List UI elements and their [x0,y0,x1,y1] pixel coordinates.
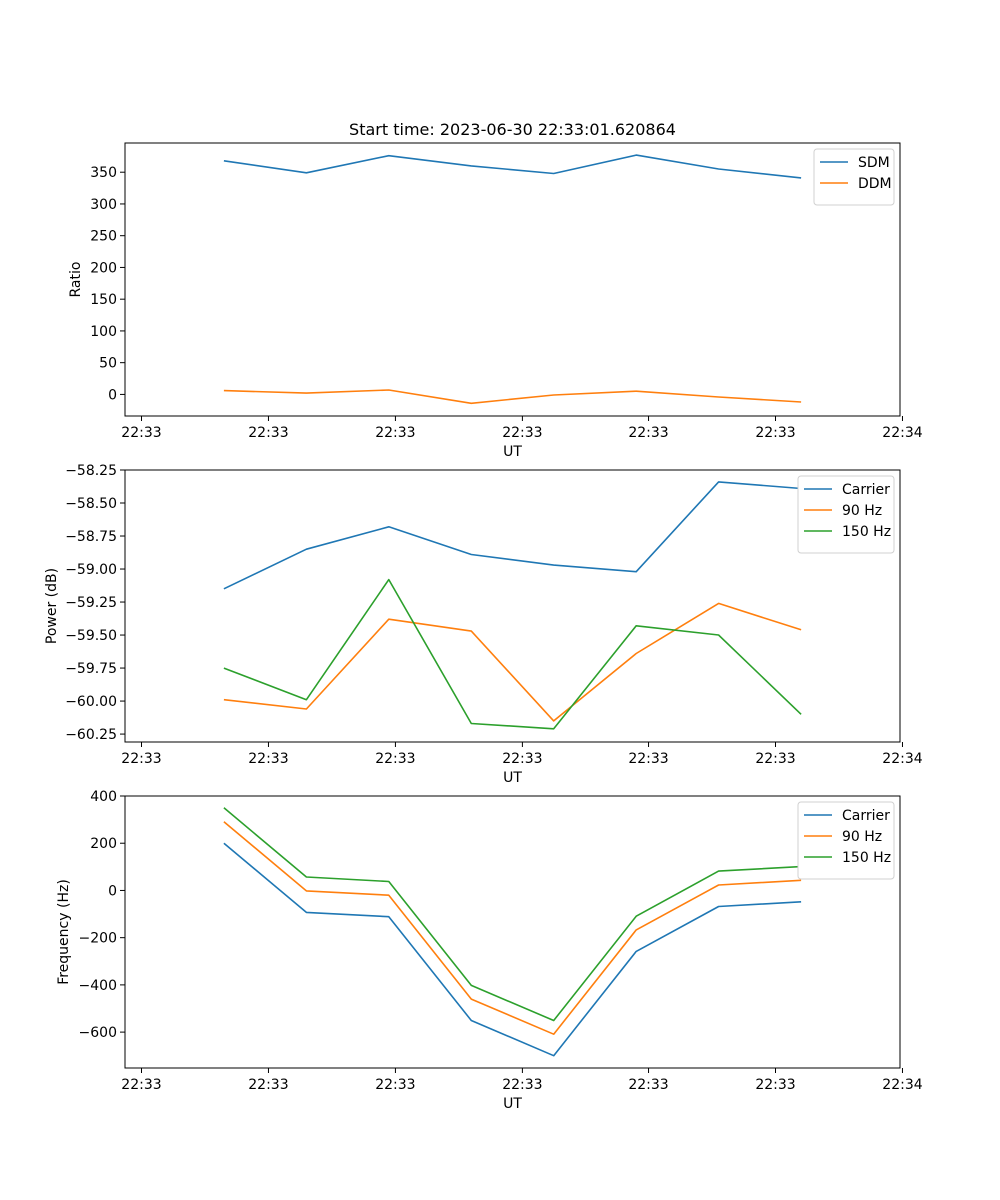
legend-box [797,475,895,554]
y-tick-label: −59.00 [65,562,117,578]
y-tick-label: −59.75 [65,661,117,677]
legend-box [813,148,895,206]
legend-box [797,801,895,880]
panel-1: 22:33 22:33 22:33 22:33 22:33 22:33 22:34 0 50 10… [68,120,923,460]
y-tick-label: 200 [90,836,117,852]
panel-3: 22:33 22:33 22:33 22:33 22:33 22:33 22:34 −600 −… [56,789,923,1112]
axes-frame [124,795,901,1069]
y-tick-label: 50 [99,356,117,372]
series-line-ddm [223,389,802,405]
legend-label: Carrier [842,482,890,498]
y-tick-label: −60.25 [65,727,117,743]
legend-label: SDM [858,155,890,171]
x-tick-label: 22:33 [755,751,795,767]
x-tick-label: 22:33 [755,425,795,441]
x-tick-label: 22:33 [121,1077,161,1093]
series-line-carrier [223,842,802,1057]
y-tick-label: 400 [90,789,117,805]
y-tick-label: −58.75 [65,529,117,545]
x-tick-label: 22:33 [502,751,542,767]
x-tick-label: 22:33 [628,1077,668,1093]
x-tick-label: 22:33 [375,1077,415,1093]
x-tick-label: 22:33 [502,1077,542,1093]
legend-label: DDM [858,176,892,192]
y-tick-label: 350 [90,165,117,181]
legend: Carrier 90 Hz 150 Hz [797,475,895,554]
x-tick-label: 22:33 [121,425,161,441]
y-tick-label: −58.50 [65,496,117,512]
y-tick-label: 250 [90,229,117,245]
x-axis-label: UT [503,444,522,460]
legend-label: 150 Hz [842,850,891,866]
legend-label: Carrier [842,808,890,824]
y-tick-label: 0 [108,883,117,899]
x-tick-label: 22:34 [882,1077,922,1093]
x-tick-label: 22:33 [375,425,415,441]
chart-title: Start time: 2023-06-30 22:33:01.620864 [349,120,676,139]
series-line-90-hz [223,602,802,722]
y-tick-label: −600 [79,1025,117,1041]
series-line-150-hz [223,578,802,730]
x-tick-label: 22:33 [248,1077,288,1093]
legend: Carrier 90 Hz 150 Hz [797,801,895,880]
legend: SDM DDM [813,148,895,206]
x-tick-label: 22:34 [882,425,922,441]
series-line-90-hz [223,821,802,1035]
y-axis-label: Frequency (Hz) [56,879,72,985]
x-tick-label: 22:33 [755,1077,795,1093]
x-tick-label: 22:33 [375,751,415,767]
legend-label: 150 Hz [842,524,891,540]
x-tick-label: 22:33 [248,425,288,441]
panel-2: 22:33 22:33 22:33 22:33 22:33 22:33 22:34 −60.2… [44,463,923,786]
x-tick-label: 22:33 [628,751,668,767]
y-tick-label: 200 [90,260,117,276]
series-line-150-hz [223,807,802,1022]
y-tick-label: −60.00 [65,694,117,710]
legend-label: 90 Hz [842,503,882,519]
x-axis-label: UT [503,1096,522,1112]
y-tick-label: 150 [90,292,117,308]
y-tick-label: −200 [79,931,117,947]
y-tick-label: 100 [90,324,117,340]
axes-frame [124,469,901,743]
x-tick-label: 22:34 [882,751,922,767]
y-tick-label: −58.25 [65,463,117,479]
y-tick-label: −59.25 [65,595,117,611]
x-axis-label: UT [503,770,522,786]
series-line-carrier [223,481,802,590]
y-tick-label: −400 [79,978,117,994]
x-tick-label: 22:33 [502,425,542,441]
y-axis-label: Power (dB) [44,568,60,644]
x-tick-label: 22:33 [628,425,668,441]
x-tick-label: 22:33 [248,751,288,767]
x-tick-label: 22:33 [121,751,161,767]
series-line-sdm [223,154,802,179]
y-tick-label: −59.50 [65,628,117,644]
y-tick-label: 0 [108,387,117,403]
legend-label: 90 Hz [842,829,882,845]
axes-frame [124,142,901,417]
y-axis-label: Ratio [68,262,84,298]
y-tick-label: 300 [90,197,117,213]
